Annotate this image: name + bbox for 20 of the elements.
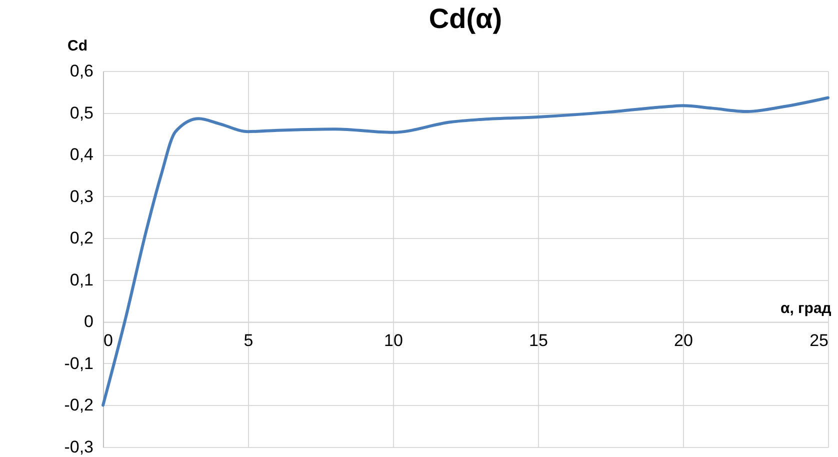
x-tick-label: 0 — [104, 331, 113, 350]
x-tick-label: 15 — [529, 331, 548, 350]
line-series — [102, 96, 830, 407]
y-tick-label: 0,2 — [70, 228, 94, 248]
y-axis-title: Cd — [68, 38, 88, 54]
y-tick-label: 0,3 — [70, 186, 94, 206]
y-tick-label: 0,1 — [70, 270, 94, 290]
x-tick-label: 20 — [674, 331, 693, 350]
y-tick-label: -0,1 — [64, 354, 94, 373]
y-tick-label: 0,4 — [70, 145, 94, 164]
y-tick-label: 0 — [84, 312, 94, 332]
x-tick-label: 10 — [384, 331, 403, 350]
y-tick-label: -0,3 — [64, 438, 94, 456]
x-axis-title: α, град — [780, 300, 832, 318]
y-tick-label: 0,6 — [70, 62, 94, 80]
x-tick-label: 25 — [810, 331, 828, 350]
x-tick-label: 5 — [244, 331, 254, 350]
chart-title: Cd(α) — [428, 3, 502, 34]
y-tick-label: -0,2 — [64, 396, 94, 415]
y-tick-label: 0,5 — [70, 103, 94, 122]
